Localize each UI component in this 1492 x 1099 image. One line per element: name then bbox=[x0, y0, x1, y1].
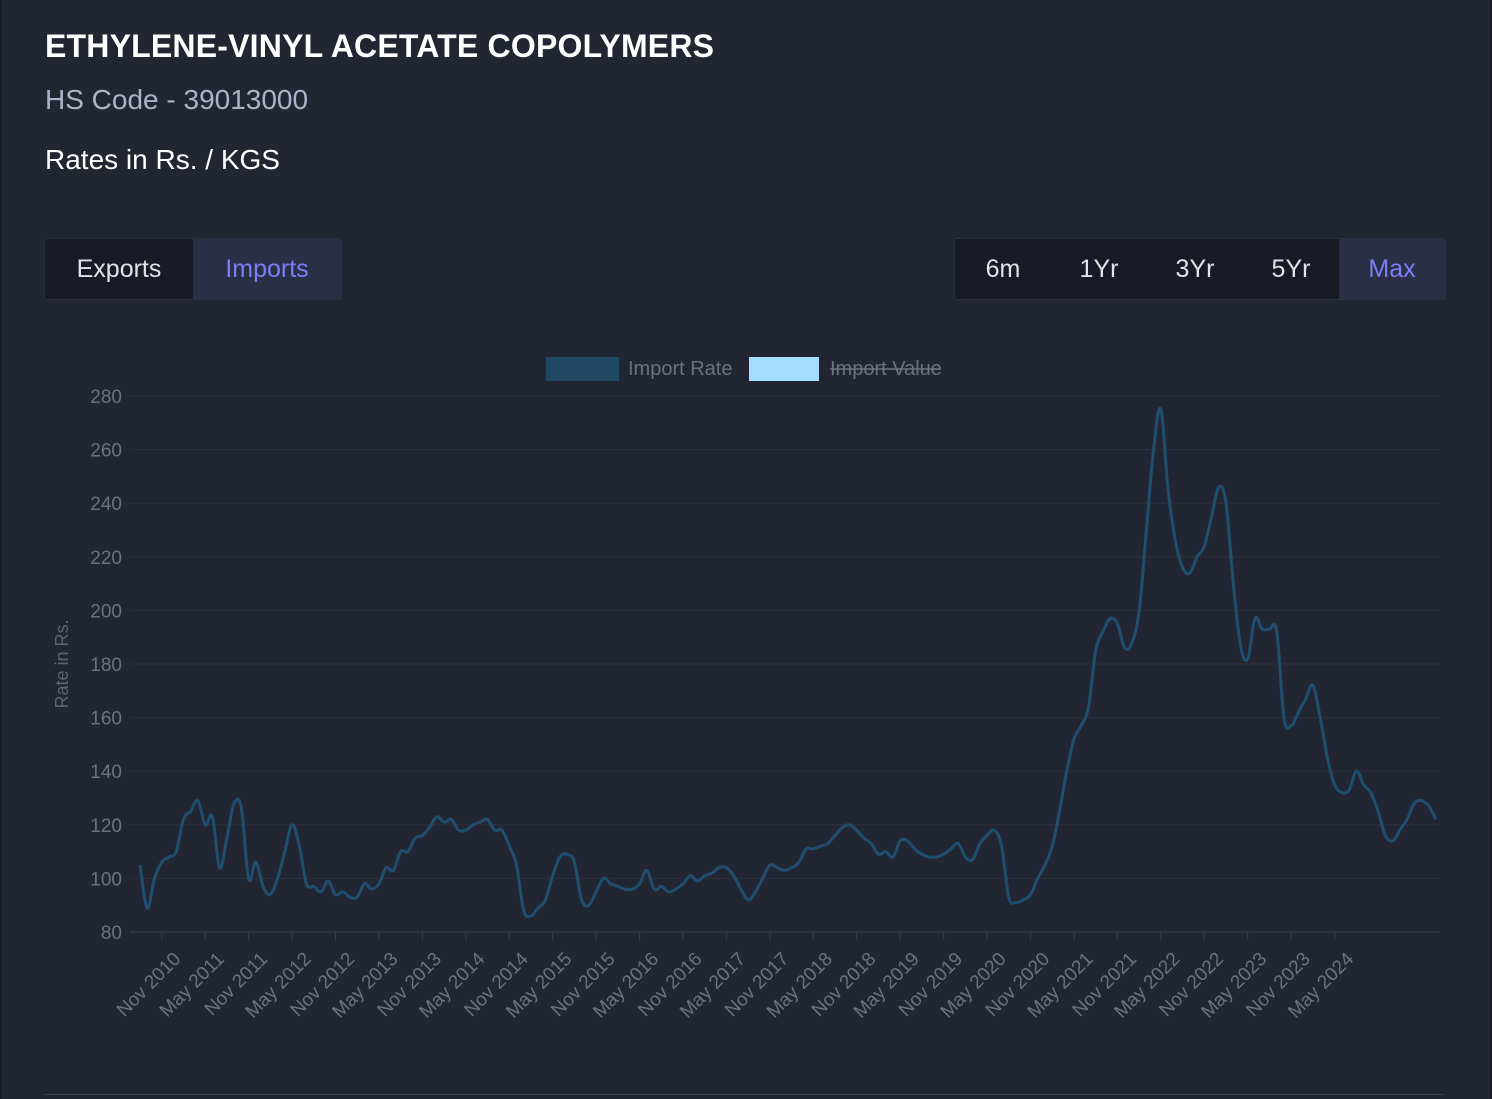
legend-swatch-import-value[interactable] bbox=[749, 357, 819, 381]
tab-exports[interactable]: Exports bbox=[76, 255, 162, 283]
y-tick-label: 100 bbox=[90, 869, 122, 890]
y-axis-label: Rate in Rs. bbox=[52, 619, 72, 708]
y-tick-label: 80 bbox=[101, 923, 122, 944]
legend-swatch-import-rate[interactable] bbox=[546, 357, 619, 381]
y-tick-label: 180 bbox=[90, 655, 122, 676]
y-tick-label: 120 bbox=[90, 816, 122, 837]
y-tick-label: 280 bbox=[90, 387, 122, 408]
y-tick-label: 160 bbox=[90, 709, 122, 730]
trade-type-toggle: Exports Imports bbox=[44, 238, 342, 300]
range-6m-button[interactable]: 6m bbox=[985, 255, 1021, 283]
chart-legend: Import Rate Import Value bbox=[546, 357, 942, 381]
legend-label-import-rate[interactable]: Import Rate bbox=[628, 358, 732, 380]
rates-unit: Rates in Rs. / KGS bbox=[45, 144, 280, 175]
range-5yr-button[interactable]: 5Yr bbox=[1271, 255, 1311, 283]
grid-lines bbox=[130, 395, 1440, 933]
y-tick-label: 200 bbox=[90, 601, 122, 622]
y-axis-ticks: 80 100 120 140 160 180 200 220 240 260 280 bbox=[90, 387, 122, 944]
time-range-toggle: 6m 1Yr 3Yr 5Yr Max bbox=[954, 238, 1446, 300]
range-1yr-button[interactable]: 1Yr bbox=[1079, 255, 1119, 283]
y-tick-label: 240 bbox=[90, 494, 122, 515]
chart-container: 80 100 120 140 160 180 200 220 240 260 280 Rate in… bbox=[0, 330, 1492, 1070]
import-rate-chart: 80 100 120 140 160 180 200 220 240 260 280 Rate in… bbox=[52, 357, 1440, 1023]
series-line-import-rate[interactable] bbox=[138, 406, 1438, 919]
y-tick-label: 260 bbox=[90, 441, 122, 462]
tab-imports[interactable]: Imports bbox=[193, 239, 341, 299]
product-title: ETHYLENE-VINYL ACETATE COPOLYMERS bbox=[45, 28, 715, 64]
series-layer bbox=[138, 406, 1438, 919]
range-3yr-button[interactable]: 3Yr bbox=[1175, 255, 1215, 283]
frame-left-edge bbox=[0, 0, 2, 1099]
frame-right-edge bbox=[1490, 0, 1492, 1099]
range-max-button[interactable]: Max bbox=[1339, 239, 1445, 299]
y-tick-label: 220 bbox=[90, 548, 122, 569]
bottom-divider bbox=[44, 1094, 1444, 1095]
y-tick-label: 140 bbox=[90, 762, 122, 783]
hs-code: HS Code - 39013000 bbox=[45, 84, 309, 115]
